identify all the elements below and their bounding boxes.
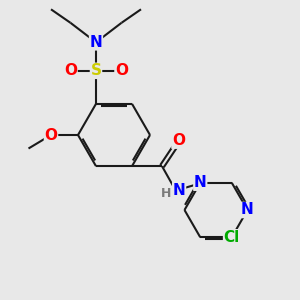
Text: O: O	[172, 133, 185, 148]
Text: N: N	[194, 175, 207, 190]
Text: H: H	[161, 187, 171, 200]
Text: N: N	[173, 183, 185, 198]
Text: O: O	[115, 63, 128, 78]
Text: N: N	[90, 35, 102, 50]
Text: O: O	[44, 128, 58, 142]
Text: N: N	[241, 202, 254, 217]
Text: O: O	[64, 63, 77, 78]
Text: Cl: Cl	[224, 230, 240, 245]
Text: S: S	[91, 63, 101, 78]
